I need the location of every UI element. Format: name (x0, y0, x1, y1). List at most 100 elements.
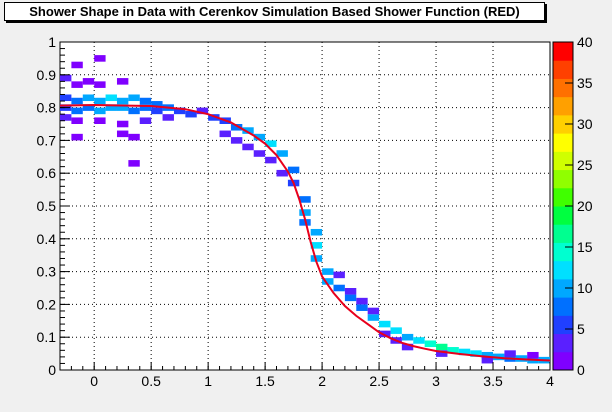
heatmap-cell (436, 343, 448, 351)
heatmap-cell (230, 137, 243, 144)
heatmap-cell (367, 314, 380, 321)
heatmap-cell (458, 348, 471, 356)
heatmap-cell (208, 114, 220, 121)
fit-curve-line (59, 103, 551, 362)
heatmap-cell (128, 94, 140, 102)
heatmap-cell (94, 117, 106, 124)
heatmap-cell (390, 327, 402, 334)
x-tick-label: 1 (204, 373, 212, 389)
x-tick-label: 3 (432, 373, 440, 389)
palette-swatch (553, 96, 573, 116)
heatmap-cell (481, 351, 494, 359)
heatmap-cell (333, 284, 345, 292)
heatmap-cell (105, 104, 117, 111)
heatmap-cell (265, 156, 277, 164)
fit-curve-group (59, 103, 551, 362)
heatmap-cell (481, 356, 494, 364)
heatmap-cell (71, 61, 83, 69)
heatmap-cell (379, 320, 391, 328)
heatmap-cell (151, 101, 163, 108)
palette-swatch (553, 351, 573, 371)
heatmap-cell (436, 350, 448, 357)
heatmap-cell (344, 288, 357, 295)
palette-swatch (553, 242, 573, 262)
heatmap-cell (504, 350, 516, 357)
heatmap-cell (276, 169, 288, 177)
heatmap-cell (71, 117, 83, 124)
heatmap-cell (71, 133, 83, 141)
color-palette: 0 5 10 15 20 25 30 35 40 (552, 34, 593, 378)
heatmap-cell (60, 74, 72, 82)
heatmap-cell (139, 97, 152, 105)
y-tick-label: 0.9 (37, 67, 57, 83)
heatmap-cell (60, 114, 72, 121)
y-tick-label: 0.5 (37, 198, 57, 214)
heatmap-cell (299, 209, 311, 216)
heatmap-cell (116, 104, 129, 111)
x-tick-label: 1.5 (255, 373, 275, 389)
palette-tick-label: 25 (577, 157, 593, 173)
heatmap-cell (287, 166, 300, 174)
palette-swatch (553, 315, 573, 335)
y-tick-label: 0.7 (37, 132, 57, 148)
heatmap-cell (265, 140, 277, 147)
heatmap-cell (299, 196, 311, 203)
palette-swatch (553, 169, 573, 189)
palette-swatch (553, 42, 573, 61)
x-tick-label: 0 (90, 373, 98, 389)
heatmap-cell (527, 351, 539, 359)
heatmap-cell (162, 114, 174, 121)
heatmap-cell (105, 94, 117, 102)
palette-swatch (553, 78, 573, 98)
heatmap-cell (128, 133, 140, 141)
heatmap-cell (71, 97, 83, 105)
heatmap-cell (219, 130, 231, 138)
heatmap-cell (116, 97, 129, 105)
heatmap-cell (413, 337, 425, 344)
heatmap-cell (310, 242, 323, 249)
y-tick-label: 0.4 (37, 231, 57, 247)
heatmap-cell (173, 107, 186, 115)
heatmap-cell (424, 340, 437, 348)
heatmap-cell (116, 130, 129, 138)
heatmap-cell (253, 150, 266, 157)
heatmap-cells (60, 55, 550, 364)
y-tick-label: 0.2 (37, 296, 57, 312)
heatmap-cell (139, 104, 152, 111)
heatmap-cell (379, 330, 391, 338)
heatmap-cell (230, 124, 243, 131)
heatmap-cell (344, 294, 357, 302)
heatmap-cell (94, 97, 106, 105)
heatmap-cell (401, 343, 414, 351)
x-tick-label: 3.5 (483, 373, 503, 389)
palette-swatch (553, 114, 573, 134)
heatmap-cell (196, 107, 209, 115)
palette-tick-label: 35 (577, 75, 593, 91)
heatmap-cell (139, 117, 152, 124)
chart-title: Shower Shape in Data with Cerenkov Simul… (4, 2, 545, 21)
heatmap-cell (94, 55, 106, 62)
palette-tick-label: 30 (577, 116, 593, 132)
heatmap-cell (116, 120, 129, 128)
axes: 0 0.5 1 1.5 2 2.5 3 3.5 4 0 0.1 0.2 0.3 0.4 0.5 0.6 0.7 0… (37, 34, 555, 389)
y-tick-label: 0.1 (37, 329, 57, 345)
heatmap-cell (128, 160, 140, 167)
heatmap-cell (310, 228, 323, 236)
heatmap-cell (242, 143, 254, 151)
palette-tick-label: 5 (577, 321, 585, 337)
x-tick-label: 2 (318, 373, 326, 389)
heatmap-cell (333, 271, 345, 279)
palette-swatch (553, 133, 573, 152)
heatmap-cell (116, 78, 129, 85)
heatmap-cell (276, 150, 288, 157)
palette-tick-label: 10 (577, 280, 593, 296)
heatmap-cell (71, 81, 83, 88)
y-tick-label: 1 (48, 34, 56, 50)
heatmap-cell (356, 304, 368, 311)
heatmap-cell (242, 127, 254, 134)
heatmap-cell (322, 278, 334, 285)
heatmap-cell (82, 94, 95, 102)
x-tick-label: 2.5 (369, 373, 389, 389)
